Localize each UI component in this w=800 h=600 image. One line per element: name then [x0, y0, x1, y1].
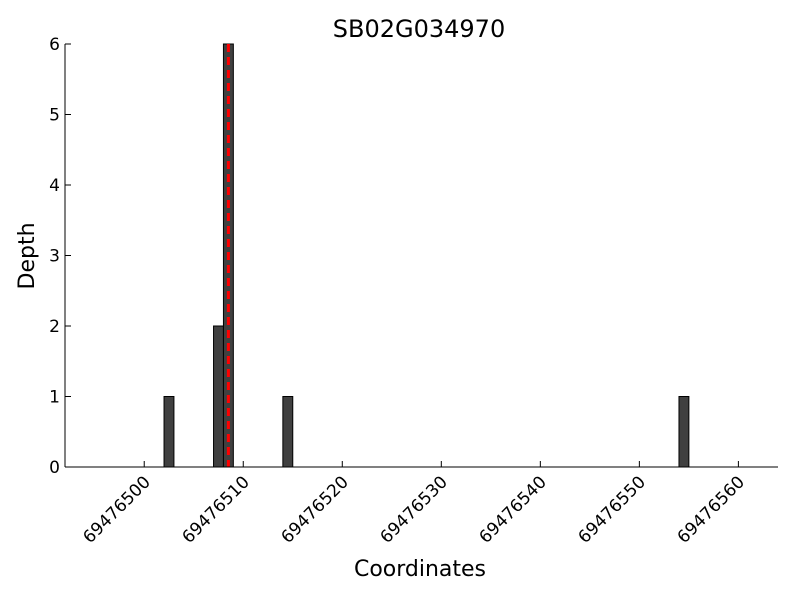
- x-tick-label: 69476550: [575, 472, 650, 547]
- y-ticks-group: 0 1 2 3 4 5 6: [49, 35, 71, 478]
- y-tick-label: 3: [49, 247, 60, 267]
- x-ticks-group: 69476500 69476510 69476520 69476530 69476540…: [79, 461, 749, 548]
- bar: [282, 396, 294, 468]
- x-tick-label: 69476520: [277, 472, 352, 547]
- y-tick-label: 6: [49, 35, 60, 55]
- x-tick-label: 69476510: [178, 472, 253, 547]
- x-tick-label: 69476560: [674, 472, 749, 547]
- bar: [163, 396, 175, 468]
- chart-title: SB02G034970: [333, 15, 505, 43]
- bars-group: [163, 43, 690, 468]
- y-tick-label: 5: [49, 106, 60, 126]
- x-tick-label: 69476540: [476, 472, 551, 547]
- y-tick-label: 2: [49, 317, 60, 337]
- bar: [678, 396, 690, 468]
- bar: [213, 325, 224, 468]
- y-tick-label: 0: [49, 458, 60, 478]
- x-tick-label: 69476530: [377, 472, 452, 547]
- y-axis-label: Depth: [15, 222, 40, 289]
- y-tick-label: 4: [49, 176, 60, 196]
- y-tick-label: 1: [49, 388, 60, 408]
- x-axis-label: Coordinates: [354, 557, 486, 582]
- x-tick-label: 69476500: [79, 472, 154, 547]
